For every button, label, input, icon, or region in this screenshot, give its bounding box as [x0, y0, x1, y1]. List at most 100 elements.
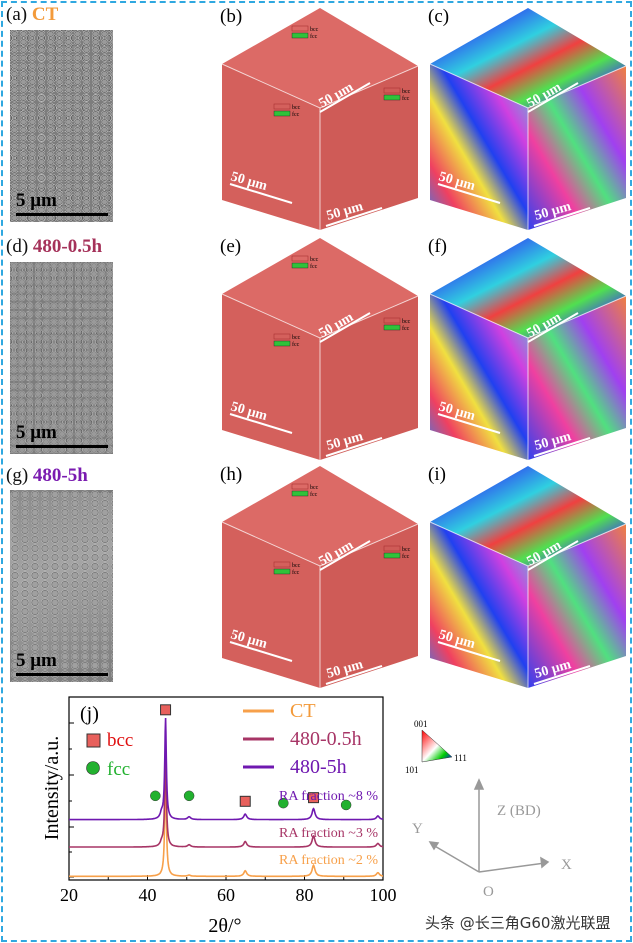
panel-tag: (f): [428, 236, 447, 257]
scale-bar: [533, 207, 591, 227]
scale-bar: [325, 665, 383, 685]
scale-bar: [319, 82, 371, 113]
legend-label-480-5h: 480-5h: [290, 756, 347, 778]
x-tick-label: 100: [370, 885, 397, 905]
fcc-legend-label: fcc: [402, 325, 410, 332]
fcc-legend-label: fcc: [107, 759, 130, 780]
scale-bar: 5 μm: [16, 190, 108, 216]
bcc-legend-marker: [86, 733, 101, 748]
fcc-legend-swatch: [273, 110, 291, 117]
bcc-legend-label: bcc: [402, 547, 411, 553]
scale-bar: [527, 312, 579, 343]
cube-right-face: [320, 524, 418, 688]
axis-origin-label: O: [483, 884, 494, 900]
fcc-legend-swatch: [383, 94, 401, 101]
legend-label-480-0.5h: 480-0.5h: [290, 728, 362, 750]
panel-tag: (b): [220, 6, 242, 27]
scale-bar: [527, 540, 579, 571]
bcc-legend-swatch: [291, 25, 309, 32]
fcc-legend-swatch: [291, 262, 309, 269]
panel-tag: (h): [220, 464, 242, 485]
fcc-legend-label: fcc: [292, 569, 300, 576]
panel-tag: (e): [220, 236, 241, 257]
watermark: 头条 @长三角G60激光联盟: [425, 914, 611, 932]
fcc-peak-marker: [340, 799, 352, 811]
fcc-legend-label: fcc: [292, 341, 300, 348]
bcc-legend-label: bcc: [402, 319, 411, 325]
scale-bar: [437, 641, 501, 662]
ra-annotation-480-5h: RA fraction ~8 %: [279, 789, 378, 804]
cube-right-face: [528, 296, 626, 460]
bcc-legend-label: bcc: [292, 105, 301, 111]
fcc-legend-label: fcc: [402, 553, 410, 560]
panel-d-label: (d) 480-0.5h: [6, 236, 103, 257]
scale-bar: [437, 183, 501, 204]
panel-g-label: (g) 480-5h: [6, 465, 88, 486]
bcc-peak-marker: [308, 792, 320, 804]
fcc-legend-label: fcc: [402, 95, 410, 102]
ipf-111: 111: [454, 753, 467, 763]
bcc-legend-label: bcc: [310, 27, 319, 33]
scale-bar: [533, 665, 591, 685]
fcc-legend-label: fcc: [292, 111, 300, 118]
fcc-legend-marker: [86, 761, 100, 775]
x-axis-label: 2θ/°: [208, 915, 241, 937]
scale-bar: [325, 437, 383, 457]
scale-bar: [229, 183, 293, 204]
series-line-480-5h: [69, 717, 384, 821]
scale-bar: [229, 641, 293, 662]
panel-j-label: (j): [80, 703, 99, 725]
bcc-legend-swatch: [383, 317, 401, 324]
bcc-legend-label: bcc: [402, 89, 411, 95]
panel-tag: (i): [428, 464, 446, 485]
bcc-legend-label: bcc: [292, 563, 301, 569]
panel-d-title: 480-0.5h: [32, 236, 103, 257]
bcc-legend-label: bcc: [310, 485, 319, 491]
fcc-peak-marker: [150, 790, 161, 802]
ipf-101: 101: [405, 765, 419, 775]
fcc-legend-label: fcc: [310, 491, 318, 498]
series-line-480-0.5h: [69, 749, 384, 848]
ipf-001: 001: [414, 719, 428, 729]
y-axis-label: Intensity/a.u.: [41, 736, 63, 840]
sem-image-ct: 5 μm: [10, 30, 113, 222]
scale-bar: [527, 82, 579, 113]
scale-bar: [319, 540, 371, 571]
bcc-legend-label: bcc: [292, 335, 301, 341]
panel-tag: (c): [428, 6, 449, 27]
bcc-legend-swatch: [291, 255, 309, 262]
fcc-legend-swatch: [383, 324, 401, 331]
fcc-peak-marker: [278, 797, 289, 809]
cube-right-face: [320, 66, 418, 230]
bcc-legend-swatch: [273, 103, 291, 110]
scale-bar: [319, 312, 371, 343]
bcc-legend-label: bcc: [310, 257, 319, 263]
bcc-legend-swatch: [383, 545, 401, 552]
panel-g-title: 480-5h: [32, 465, 88, 486]
x-tick-label: 40: [139, 885, 157, 905]
bcc-legend-label: bcc: [107, 730, 133, 751]
scale-bar: [437, 413, 501, 434]
bcc-legend-swatch: [273, 333, 291, 340]
coordinate-axes: [428, 778, 550, 873]
scale-bar: 5 μm: [16, 650, 108, 676]
panel-a-label: (a) CT: [6, 4, 59, 25]
axis-z-label: Z (BD): [497, 803, 541, 819]
axis-y-label: Y: [412, 821, 423, 837]
series-line-CT: [69, 770, 383, 878]
cube-right-face: [528, 66, 626, 230]
cube-right-face: [320, 296, 418, 460]
fcc-legend-swatch: [383, 552, 401, 559]
scale-bar: 5 μm: [16, 422, 108, 448]
x-tick-label: 80: [296, 885, 314, 905]
panel-a-title: CT: [31, 4, 59, 25]
bcc-peak-marker: [160, 704, 172, 716]
scale-bar: [229, 413, 293, 434]
